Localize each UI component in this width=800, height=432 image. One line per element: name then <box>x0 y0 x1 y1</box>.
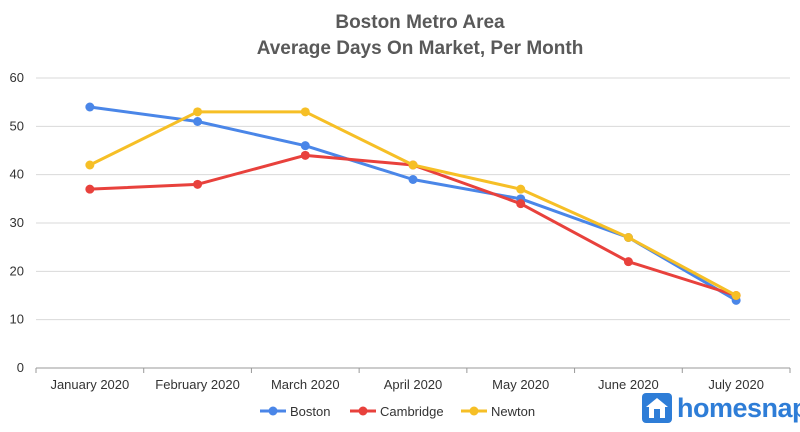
series-lines <box>85 102 741 305</box>
x-tick-label: May 2020 <box>492 377 549 392</box>
y-tick-label: 60 <box>10 70 24 85</box>
series-line-newton <box>88 110 738 297</box>
x-tick-label: June 2020 <box>598 377 659 392</box>
house-icon <box>642 393 672 423</box>
gridlines <box>36 77 790 369</box>
x-tick-label: July 2020 <box>708 377 764 392</box>
data-point-newton <box>623 233 633 242</box>
logo-text: homesnap <box>677 393 800 423</box>
y-tick-label: 40 <box>10 167 24 182</box>
legend-marker-boston <box>268 406 278 416</box>
legend-label-cambridge: Cambridge <box>380 404 444 419</box>
data-point-cambridge <box>516 199 526 209</box>
legend-marker-newton <box>469 406 479 416</box>
y-tick-label: 10 <box>10 312 24 327</box>
data-point-newton <box>408 160 418 170</box>
data-point-cambridge <box>300 150 310 160</box>
legend-label-boston: Boston <box>290 404 330 419</box>
data-point-cambridge <box>85 184 95 194</box>
legend-marker-cambridge <box>358 406 368 416</box>
data-point-cambridge <box>193 179 203 189</box>
chart-subtitle: Average Days On Market, Per Month <box>257 38 584 59</box>
data-point-newton <box>516 184 526 194</box>
x-tick-label: February 2020 <box>155 377 240 392</box>
x-tick-label: April 2020 <box>384 377 443 392</box>
data-point-boston <box>408 175 418 184</box>
x-axis-ticks: January 2020 February 2020 March 2020 April… <box>35 368 791 392</box>
data-point-boston <box>85 102 95 112</box>
data-point-newton <box>300 107 310 117</box>
x-tick-label: March 2020 <box>271 377 340 392</box>
homesnap-logo: homesnap <box>641 392 800 424</box>
y-axis-ticks: 0 10 20 30 40 50 60 <box>10 70 24 375</box>
legend-label-newton: Newton <box>491 404 535 419</box>
data-point-newton <box>193 107 203 117</box>
data-point-boston <box>193 117 203 126</box>
chart-title: Boston Metro Area <box>335 12 505 33</box>
data-point-newton <box>731 291 741 300</box>
y-tick-label: 0 <box>17 360 24 375</box>
y-tick-label: 30 <box>10 215 24 230</box>
data-point-boston <box>300 141 310 151</box>
legend: Boston Cambridge Newton <box>260 404 535 419</box>
y-tick-label: 20 <box>10 263 24 278</box>
data-point-cambridge <box>623 257 633 267</box>
x-tick-label: January 2020 <box>50 377 129 392</box>
y-tick-label: 50 <box>10 118 24 133</box>
data-point-newton <box>85 160 95 170</box>
